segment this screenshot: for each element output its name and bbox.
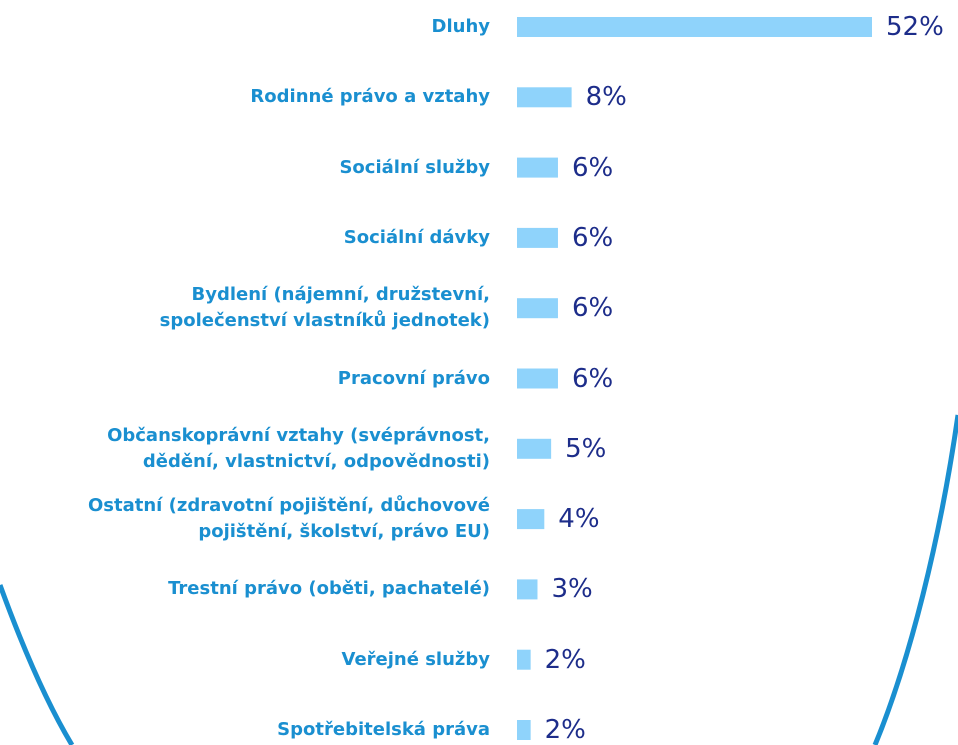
bar <box>517 649 531 670</box>
value-label: 6% <box>571 222 614 253</box>
category-label: Sociální služby <box>339 156 490 178</box>
category-label: Trestní právo (oběti, pachatelé) <box>168 578 490 600</box>
value-label: 8% <box>585 82 627 113</box>
value-label: 2% <box>544 715 586 745</box>
value-label: 5% <box>565 433 607 464</box>
bar <box>517 438 552 459</box>
bar <box>517 368 558 389</box>
category-label: Veřejné služby <box>341 648 491 670</box>
bar <box>517 579 538 600</box>
category-label: Rodinné právo a vztahy <box>250 86 490 108</box>
category-label: Bydlení (nájemní, družstevní, společenst… <box>159 284 490 332</box>
category-label: Sociální dávky <box>343 226 490 248</box>
decor-arc <box>872 414 958 745</box>
bar <box>517 227 558 248</box>
bar <box>517 509 545 530</box>
category-label: Ostatní (zdravotní pojištění, důchovové … <box>88 495 490 543</box>
category-label: Spotřebitelská práva <box>277 719 490 740</box>
value-label: 4% <box>558 504 600 535</box>
value-label: 52% <box>886 12 944 42</box>
category-label: Občanskoprávní vztahy (svéprávnost, dědě… <box>107 424 490 472</box>
bar <box>517 720 531 740</box>
bar <box>517 298 558 319</box>
bar <box>517 17 872 37</box>
category-label: Pracovní právo <box>337 367 490 389</box>
value-label: 6% <box>571 363 614 394</box>
bar <box>517 87 572 108</box>
value-label: 6% <box>571 293 614 324</box>
category-label: Dluhy <box>431 16 490 37</box>
decor-arc <box>0 584 75 745</box>
value-label: 6% <box>571 152 614 183</box>
value-label: 3% <box>551 574 593 605</box>
value-label: 2% <box>544 644 586 675</box>
bar <box>517 157 558 178</box>
